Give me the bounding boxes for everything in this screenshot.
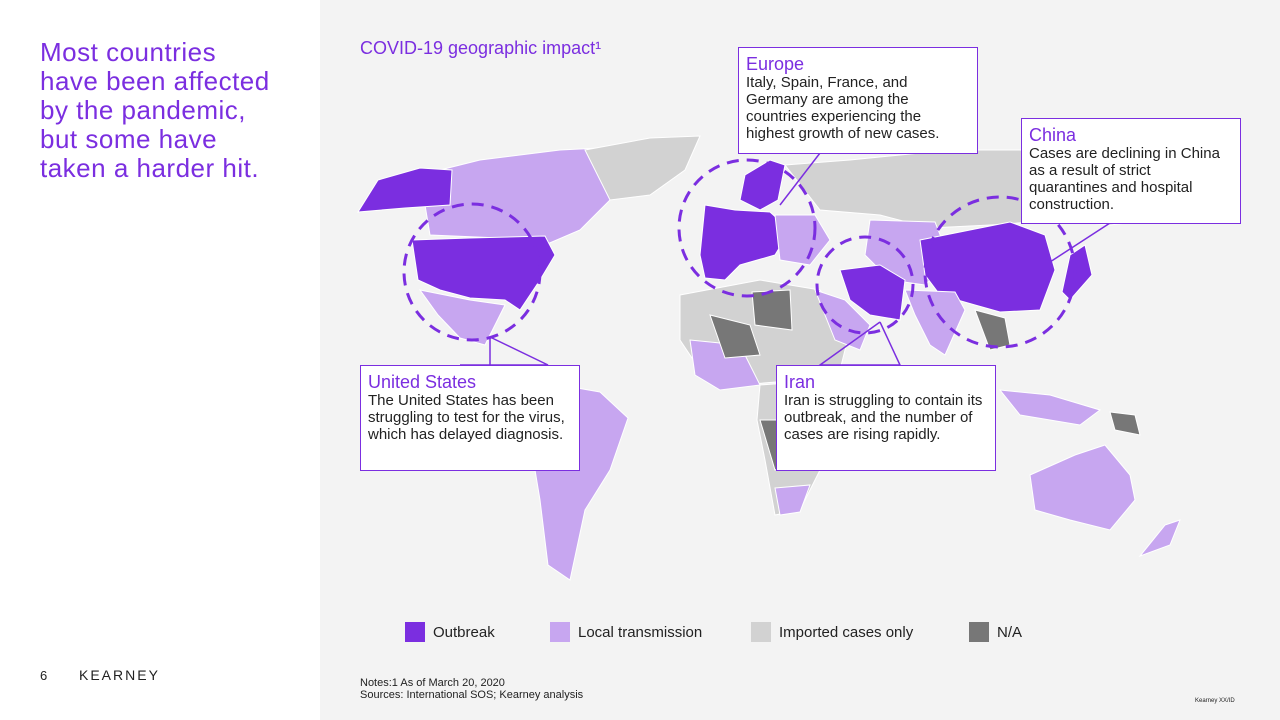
callout-title: Iran — [784, 372, 816, 392]
canada — [419, 147, 621, 246]
legend-label: Outbreak — [433, 623, 495, 641]
arabia — [814, 289, 871, 351]
legend-label: N/A — [997, 623, 1023, 641]
callout-us: United States The United States has been… — [360, 365, 580, 471]
india — [904, 289, 966, 356]
brand: KEARNEY — [79, 667, 160, 683]
headline-line: by the pandemic, — [40, 95, 247, 125]
mexico — [418, 289, 506, 346]
footer-id: Kearney XX/ID — [1195, 698, 1235, 704]
libya — [751, 289, 793, 331]
legend-item: Imported cases only — [751, 622, 913, 642]
sources: Sources: International SOS; Kearney anal… — [360, 689, 584, 701]
western-europe — [699, 204, 791, 281]
papua — [1109, 411, 1141, 436]
headline: Most countries have been affected by the p… — [40, 38, 270, 183]
china — [919, 221, 1056, 313]
scandinavia — [739, 159, 786, 211]
legend-swatch — [969, 622, 989, 642]
callout-title: Europe — [746, 54, 805, 74]
headline-line: but some have — [40, 124, 218, 154]
southeast-asia — [974, 309, 1011, 351]
china-highlight — [923, 195, 1077, 349]
europe-highlight — [677, 158, 817, 298]
page-number: 6 — [40, 668, 48, 683]
callout-china: China Cases are declining in China as a … — [1021, 118, 1241, 224]
callout-europe: Europe Italy, Spain, France, and Germany… — [738, 47, 978, 154]
legend-swatch — [751, 622, 771, 642]
usa-connector — [460, 336, 549, 366]
japan — [1061, 244, 1093, 301]
iran-highlight — [815, 235, 915, 335]
legend-swatch — [550, 622, 570, 642]
legend-swatch — [405, 622, 425, 642]
callout-iran: Iran Iran is struggling to contain its o… — [776, 365, 996, 471]
callout-title: China — [1029, 125, 1077, 145]
callout-title: United States — [368, 372, 477, 392]
legend-item: Outbreak — [405, 622, 495, 642]
map-title: COVID-19 geographic impact¹ — [360, 38, 602, 58]
callout-text: Cases are declining in China as a result… — [1029, 145, 1220, 213]
legend-label: Local transmission — [578, 623, 703, 641]
usa-highlight — [402, 202, 542, 342]
alaska — [357, 167, 453, 213]
headline-line: Most countries — [40, 37, 217, 67]
greenland — [584, 135, 701, 201]
notes: Notes:1 As of March 20, 2020 — [360, 677, 505, 689]
legend-item: N/A — [969, 622, 1022, 642]
eastern-europe — [774, 214, 831, 266]
usa — [411, 235, 556, 311]
new-zealand — [1138, 519, 1181, 558]
iran — [839, 264, 906, 321]
legend-label: Imported cases only — [779, 623, 914, 641]
indonesia — [998, 389, 1102, 426]
headline-line: taken a harder hit. — [40, 153, 260, 183]
headline-line: have been affected — [40, 66, 270, 96]
australia — [1029, 444, 1136, 531]
legend-item: Local transmission — [550, 622, 702, 642]
callout-text: The United States has been struggling to… — [368, 392, 565, 443]
africa-central — [709, 314, 761, 359]
south-africa — [774, 484, 811, 516]
callout-text: Iran is struggling to contain its outbre… — [784, 392, 983, 443]
callout-text: Italy, Spain, France, and Germany are am… — [746, 74, 940, 142]
